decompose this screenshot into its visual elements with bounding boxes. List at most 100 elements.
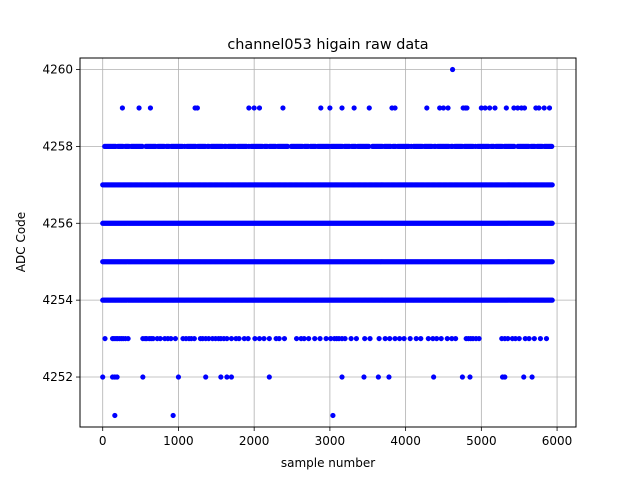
data-point (459, 374, 466, 380)
data-point (323, 335, 329, 342)
data-point (339, 105, 345, 111)
data-point (194, 105, 200, 111)
data-point (413, 335, 419, 342)
y-tick-label: 4258 (42, 139, 73, 153)
data-point (375, 374, 381, 380)
data-point (522, 335, 528, 342)
data-point (437, 105, 443, 111)
data-point (236, 335, 242, 342)
data-point (502, 374, 508, 380)
x-tick-label: 1000 (163, 434, 194, 448)
data-point (366, 143, 372, 150)
data-point (266, 374, 272, 380)
data-point (147, 105, 154, 111)
data-point (401, 335, 407, 342)
y-axis-label: ADC Code (14, 212, 28, 272)
data-point (492, 105, 498, 111)
data-point (112, 412, 118, 419)
data-point (256, 335, 263, 342)
data-point (549, 182, 555, 188)
data-point (241, 335, 247, 342)
data-point (203, 374, 209, 380)
data-point (348, 335, 354, 342)
data-point (516, 335, 522, 342)
data-point (175, 374, 182, 380)
data-point (330, 412, 336, 419)
data-point (549, 297, 555, 303)
data-point (515, 105, 521, 111)
data-point (362, 335, 368, 342)
data-point (438, 335, 444, 342)
data-point (312, 335, 318, 342)
y-tick-label: 4252 (42, 370, 73, 384)
data-points (100, 66, 555, 419)
data-point (342, 335, 348, 342)
data-point (430, 335, 436, 342)
data-point (407, 335, 413, 342)
data-point (467, 374, 473, 380)
chart-title: channel053 higain raw data (227, 37, 428, 53)
data-point (228, 335, 235, 342)
data-point (150, 335, 156, 342)
data-point (367, 335, 373, 342)
data-point (505, 335, 511, 342)
data-point (366, 105, 372, 111)
data-point (418, 335, 424, 342)
data-point (549, 259, 555, 265)
data-point (224, 374, 230, 380)
data-point (425, 335, 431, 342)
axes-frame (79, 57, 577, 428)
data-point (351, 105, 357, 111)
data-point (339, 374, 345, 380)
data-point (252, 335, 258, 342)
data-point (543, 335, 550, 342)
data-point (119, 105, 126, 111)
data-point (476, 335, 482, 342)
y-tick-label: 4260 (42, 63, 73, 77)
data-point (361, 374, 367, 380)
data-point (136, 105, 142, 111)
data-point (431, 374, 437, 380)
data-point (102, 335, 108, 342)
data-point (549, 220, 555, 226)
data-point (224, 335, 230, 342)
data-point (434, 335, 440, 342)
data-point (526, 335, 532, 342)
data-point (246, 105, 252, 111)
data-point (281, 335, 288, 342)
data-point (487, 105, 493, 111)
data-point (328, 335, 334, 342)
data-point (125, 335, 131, 342)
data-point (449, 335, 455, 342)
data-point (280, 105, 286, 111)
data-point (549, 143, 555, 150)
data-point (387, 335, 393, 342)
y-tick-label: 4256 (42, 216, 73, 230)
data-point (318, 105, 324, 111)
x-axis-label: sample number (281, 456, 375, 470)
y-tick-label: 4254 (42, 293, 73, 307)
data-point (445, 105, 451, 111)
data-point (100, 374, 106, 380)
data-point (114, 374, 120, 380)
data-point (531, 335, 537, 342)
data-point (327, 105, 333, 111)
grid (80, 58, 576, 427)
data-point (521, 105, 528, 111)
data-point (172, 335, 179, 342)
data-point (218, 374, 224, 380)
data-point (536, 105, 542, 111)
data-point (251, 105, 257, 111)
data-point (392, 335, 398, 342)
data-point (482, 105, 488, 111)
data-point (424, 105, 430, 111)
data-point (537, 335, 544, 342)
data-point (285, 143, 291, 150)
data-point (293, 335, 300, 342)
data-point (276, 335, 282, 342)
data-point (170, 412, 176, 419)
x-tick-label: 3000 (315, 434, 346, 448)
x-tick-label: 5000 (466, 434, 497, 448)
